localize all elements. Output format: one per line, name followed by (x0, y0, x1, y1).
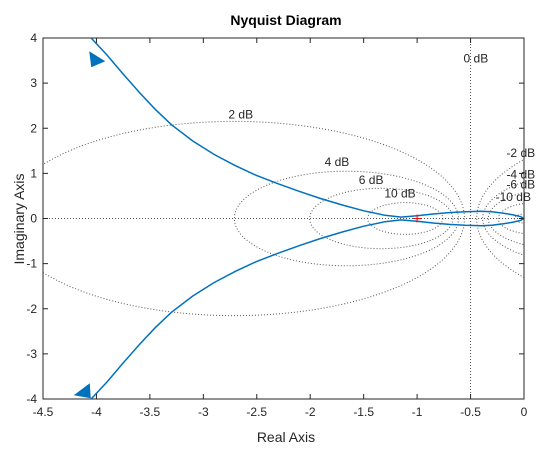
m-circle-4db (233, 170, 459, 267)
y-axis-label: Imaginary Axis (11, 173, 27, 264)
m-circle-10db (367, 202, 444, 235)
x-tick-label: -3.5 (140, 405, 161, 419)
x-tick-label: -4.5 (33, 405, 54, 419)
y-tick-label: 2 (30, 121, 37, 135)
m-circle-label: 10 dB (384, 187, 415, 201)
y-ticks: -4 -3 -2 -1 0 1 2 3 4 (26, 31, 524, 406)
m-circle-label: -4 dB (506, 167, 535, 181)
m-circle-label: -6 dB (506, 178, 535, 192)
x-axis-label: Real Axis (257, 429, 315, 445)
chart-title: Nyquist Diagram (230, 12, 341, 28)
x-ticks: -4.5 -4 -3.5 -3 -2.5 -2 -1.5 -1 -0.5 0 (33, 38, 528, 419)
x-tick-label: -1.5 (353, 405, 374, 419)
m-circle-2db (43, 120, 465, 317)
m-circle-label: 0 dB (464, 51, 489, 65)
y-tick-label: -4 (26, 392, 37, 406)
nyquist-curve-1 (90, 38, 524, 220)
m-circle-minus10db (497, 202, 524, 235)
m-circle-label: 2 dB (228, 108, 253, 122)
y-tick-label: 0 (30, 212, 37, 226)
y-tick-label: -2 (26, 302, 37, 316)
marker-layer (73, 51, 422, 399)
x-tick-label: -4 (91, 405, 102, 419)
x-tick-label: -3 (198, 405, 209, 419)
critical-point-marker (413, 214, 422, 223)
x-tick-label: -2.5 (246, 405, 267, 419)
x-tick-label: -2 (305, 405, 316, 419)
m-circle-minus20db (513, 213, 524, 224)
y-tick-label: 4 (30, 31, 37, 45)
x-tick-label: -0.5 (460, 405, 481, 419)
y-tick-label: 1 (30, 166, 37, 180)
y-tick-label: -3 (26, 347, 37, 361)
m-circle-label: -10 dB (496, 190, 531, 204)
nyquist-series (90, 38, 524, 399)
m-circle-grid (43, 38, 524, 399)
direction-arrow-2 (73, 383, 91, 399)
direction-arrow-1 (89, 51, 106, 68)
x-tick-label: 0 (521, 405, 528, 419)
y-tick-label: 3 (30, 76, 37, 90)
nyquist-curve-2 (90, 217, 524, 399)
m-circle-label: -2 dB (506, 146, 535, 160)
x-tick-label: -1 (412, 405, 423, 419)
m-circle-label: 6 dB (359, 173, 384, 187)
m-circle-label: 4 dB (325, 155, 350, 169)
m-circle-6db (309, 187, 454, 250)
y-tick-label: -1 (26, 257, 37, 271)
